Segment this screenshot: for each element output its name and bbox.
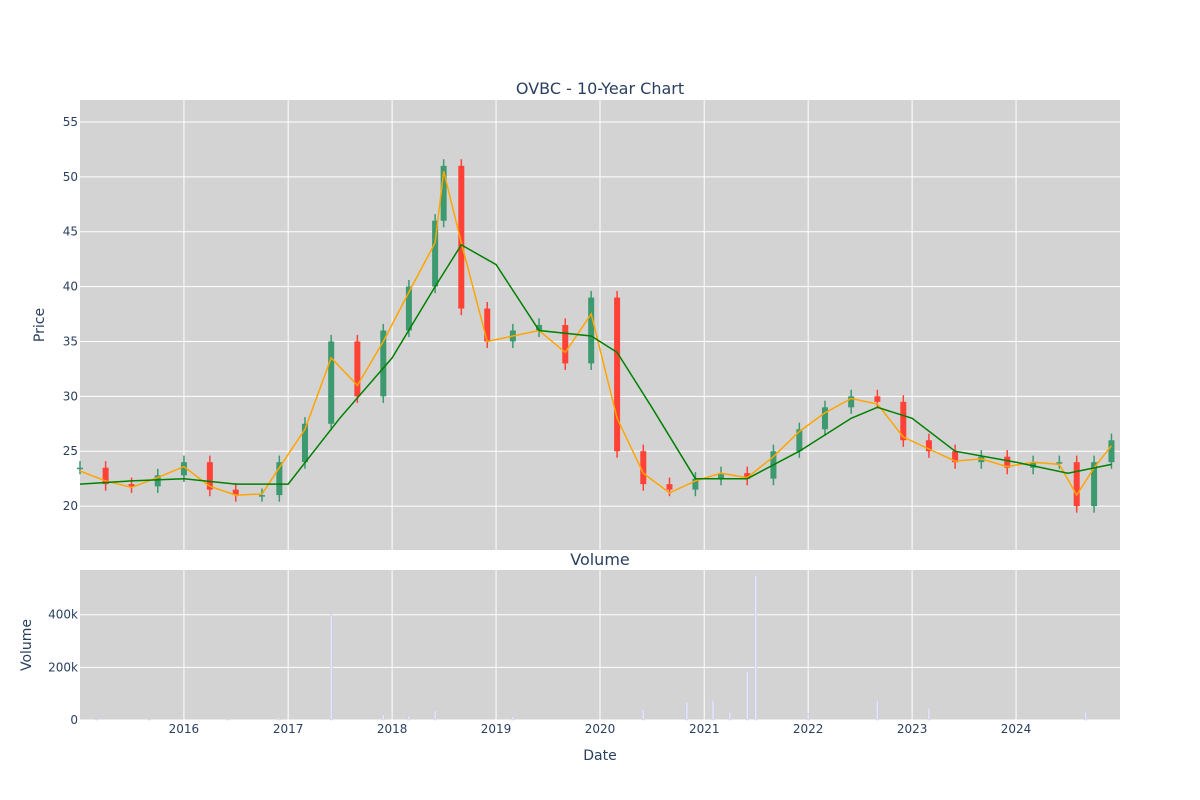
volume-y-tick-label: 400k: [48, 608, 78, 622]
volume-bar: [806, 713, 810, 721]
price-y-tick-label: 40: [63, 280, 78, 294]
x-tick-label: 2020: [585, 722, 616, 736]
volume-bar: [382, 714, 385, 721]
x-tick-label: 2022: [793, 722, 824, 736]
x-tick-label: 2017: [273, 722, 304, 736]
candle-up: [405, 286, 412, 331]
candle-down: [206, 462, 213, 490]
volume-bar: [407, 715, 411, 721]
volume-bar: [95, 718, 99, 721]
volume-bar: [1084, 711, 1087, 721]
candle-up: [692, 478, 699, 490]
price-y-tick-label: 50: [63, 170, 78, 184]
candle-up: [276, 462, 283, 496]
price-y-tick-label: 20: [63, 499, 78, 513]
x-tick-label: 2024: [1001, 722, 1032, 736]
candle-up: [440, 165, 447, 221]
candle-up: [301, 423, 308, 463]
volume-bar: [433, 710, 437, 721]
volume-bar: [225, 718, 229, 721]
candle-up: [180, 462, 187, 476]
price-axis-title: Price: [32, 308, 48, 342]
candle-down: [1004, 456, 1011, 468]
candle-up: [821, 407, 828, 430]
candle-down: [952, 451, 959, 463]
price-y-tick-label: 35: [63, 334, 78, 348]
volume-bar: [754, 575, 758, 721]
volume-bar: [728, 711, 732, 721]
candle-up: [1030, 462, 1037, 468]
x-tick-label: 2019: [481, 722, 512, 736]
candle-down: [900, 401, 907, 441]
candle-up: [1056, 462, 1063, 464]
volume-bar: [642, 709, 645, 721]
x-tick-label: 2018: [377, 722, 408, 736]
ma-short-line: [79, 171, 1113, 497]
candle-up: [536, 325, 543, 331]
candle-up: [796, 429, 803, 452]
candle-down: [614, 297, 621, 452]
volume-axis-title: Volume: [19, 619, 35, 671]
price-y-tick-label: 25: [63, 444, 78, 458]
candle-up: [154, 475, 161, 487]
x-tick-label: 2021: [689, 722, 720, 736]
candle-up: [328, 341, 335, 424]
volume-y-tick-label: 0: [70, 713, 78, 727]
candle-up: [380, 330, 387, 397]
candle-down: [874, 396, 881, 402]
candle-down: [354, 341, 361, 397]
candle-down: [484, 308, 491, 342]
volume-bar: [511, 716, 515, 721]
volume-bar: [876, 700, 879, 721]
candle-down: [640, 451, 647, 485]
price-y-tick-label: 45: [63, 225, 78, 239]
candle-down: [458, 165, 465, 309]
candle-up: [1108, 440, 1115, 463]
date-axis-title: Date: [583, 748, 616, 764]
x-tick-label: 2016: [169, 722, 200, 736]
price-y-tick-label: 30: [63, 389, 78, 403]
candle-down: [744, 473, 751, 479]
candle-down: [562, 325, 569, 364]
candle-up: [77, 467, 83, 470]
x-tick-label: 2023: [897, 722, 928, 736]
candle-up: [258, 495, 265, 497]
candle-down: [666, 484, 673, 490]
volume-bar: [685, 701, 689, 721]
volume-bar: [329, 614, 333, 721]
volume-bar: [745, 671, 749, 721]
candle-down: [925, 440, 932, 452]
volume-bar: [278, 717, 281, 721]
price-chart-title: OVBC - 10-Year Chart: [516, 79, 684, 98]
volume-bar: [711, 700, 715, 721]
candle-up: [848, 396, 855, 408]
candle-up: [1091, 462, 1098, 507]
volume-y-tick-label: 200k: [48, 660, 78, 674]
volume-chart-title: Volume: [570, 550, 630, 569]
volume-bar: [927, 707, 931, 721]
candle-up: [432, 220, 439, 287]
candle-down: [128, 484, 135, 487]
volume-bar: [147, 718, 151, 721]
price-y-tick-label: 55: [63, 115, 78, 129]
candle-up: [588, 297, 595, 364]
candle-up: [718, 473, 725, 479]
candle-down: [1073, 462, 1080, 507]
ma-long-line: [79, 243, 1112, 485]
candle-down: [102, 467, 109, 485]
candle-down: [232, 489, 239, 496]
